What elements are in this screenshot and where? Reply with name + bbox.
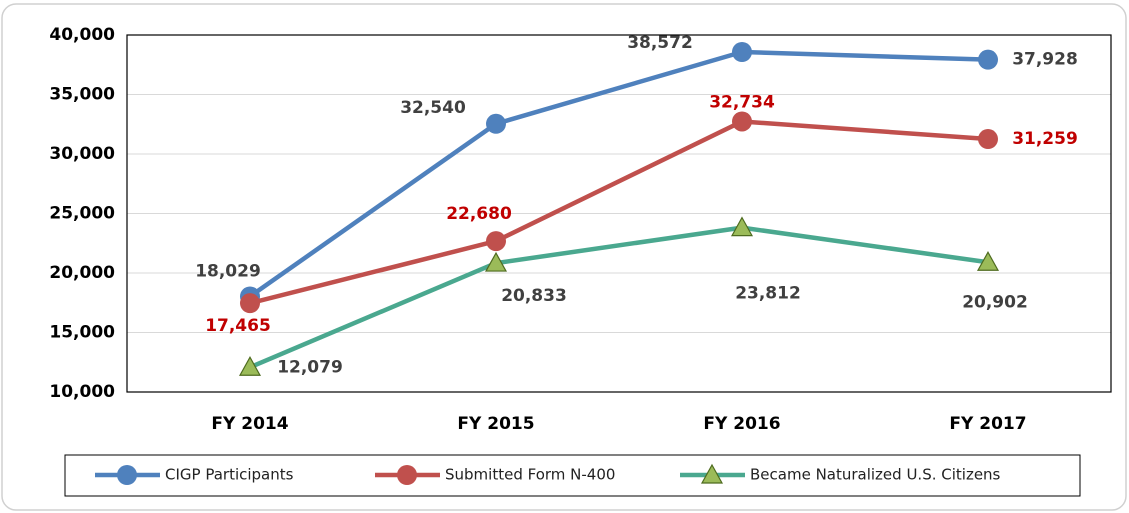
x-tick-label: FY 2015 bbox=[457, 414, 534, 434]
y-tick-label: 15,000 bbox=[49, 323, 115, 343]
y-tick-label: 35,000 bbox=[49, 85, 115, 105]
value-label: 20,902 bbox=[962, 292, 1028, 312]
x-tick-label: FY 2016 bbox=[703, 414, 780, 434]
marker bbox=[240, 293, 260, 314]
legend-box bbox=[64, 454, 1081, 497]
value-label: 32,540 bbox=[400, 98, 466, 118]
y-tick-label: 25,000 bbox=[49, 204, 115, 224]
marker bbox=[732, 41, 752, 62]
value-label: 32,734 bbox=[709, 92, 775, 112]
value-label: 20,833 bbox=[501, 286, 567, 306]
value-label: 38,572 bbox=[627, 33, 693, 53]
value-label: 17,465 bbox=[205, 316, 271, 336]
x-tick-label: FY 2014 bbox=[211, 414, 288, 434]
y-tick-label: 30,000 bbox=[49, 144, 115, 164]
marker bbox=[978, 129, 998, 150]
legend-label: Became Naturalized U.S. Citizens bbox=[750, 466, 1001, 484]
marker bbox=[700, 463, 724, 484]
marker bbox=[484, 251, 508, 272]
marker bbox=[978, 49, 998, 70]
y-tick-label: 10,000 bbox=[49, 382, 115, 402]
x-tick-label: FY 2017 bbox=[949, 414, 1026, 434]
value-label: 37,928 bbox=[1012, 50, 1078, 70]
marker bbox=[732, 111, 752, 132]
marker bbox=[238, 356, 262, 376]
y-tick-label: 40,000 bbox=[49, 25, 115, 45]
marker bbox=[730, 216, 754, 237]
series-line bbox=[249, 119, 989, 306]
series-line bbox=[248, 49, 989, 299]
value-label: 22,680 bbox=[446, 204, 512, 224]
marker bbox=[397, 465, 417, 485]
marker bbox=[486, 231, 506, 252]
value-label: 23,812 bbox=[735, 284, 801, 304]
series-line bbox=[249, 225, 989, 370]
marker bbox=[976, 251, 1000, 271]
value-label: 31,259 bbox=[1012, 129, 1078, 149]
value-label: 12,079 bbox=[277, 357, 343, 377]
plot-border bbox=[126, 34, 1112, 393]
value-label: 18,029 bbox=[195, 261, 261, 281]
y-tick-label: 20,000 bbox=[49, 263, 115, 283]
marker bbox=[117, 465, 137, 485]
legend-label: Submitted Form N-400 bbox=[445, 466, 615, 484]
legend-label: CIGP Participants bbox=[165, 466, 294, 484]
marker bbox=[486, 113, 506, 134]
